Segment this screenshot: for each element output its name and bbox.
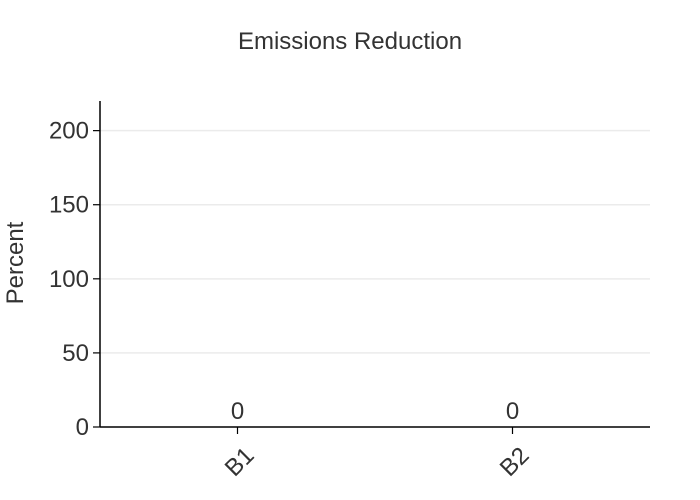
data-label-B2: 0 [506, 398, 519, 425]
chart-title: Emissions Reduction [238, 28, 462, 55]
y-tick-label-150: 150 [49, 192, 89, 219]
grid-lines [100, 129, 650, 354]
y-tick-label-200: 200 [49, 118, 89, 145]
axes [93, 101, 650, 434]
data-label-B1: 0 [231, 398, 244, 425]
x-tick-label-B2: B2 [495, 442, 535, 482]
y-tick-label-100: 100 [49, 266, 89, 293]
y-tick-label-0: 0 [76, 414, 89, 441]
y-axis-label: Percent [2, 221, 29, 304]
y-tick-label-50: 50 [62, 340, 89, 367]
x-tick-label-B1: B1 [220, 442, 260, 482]
